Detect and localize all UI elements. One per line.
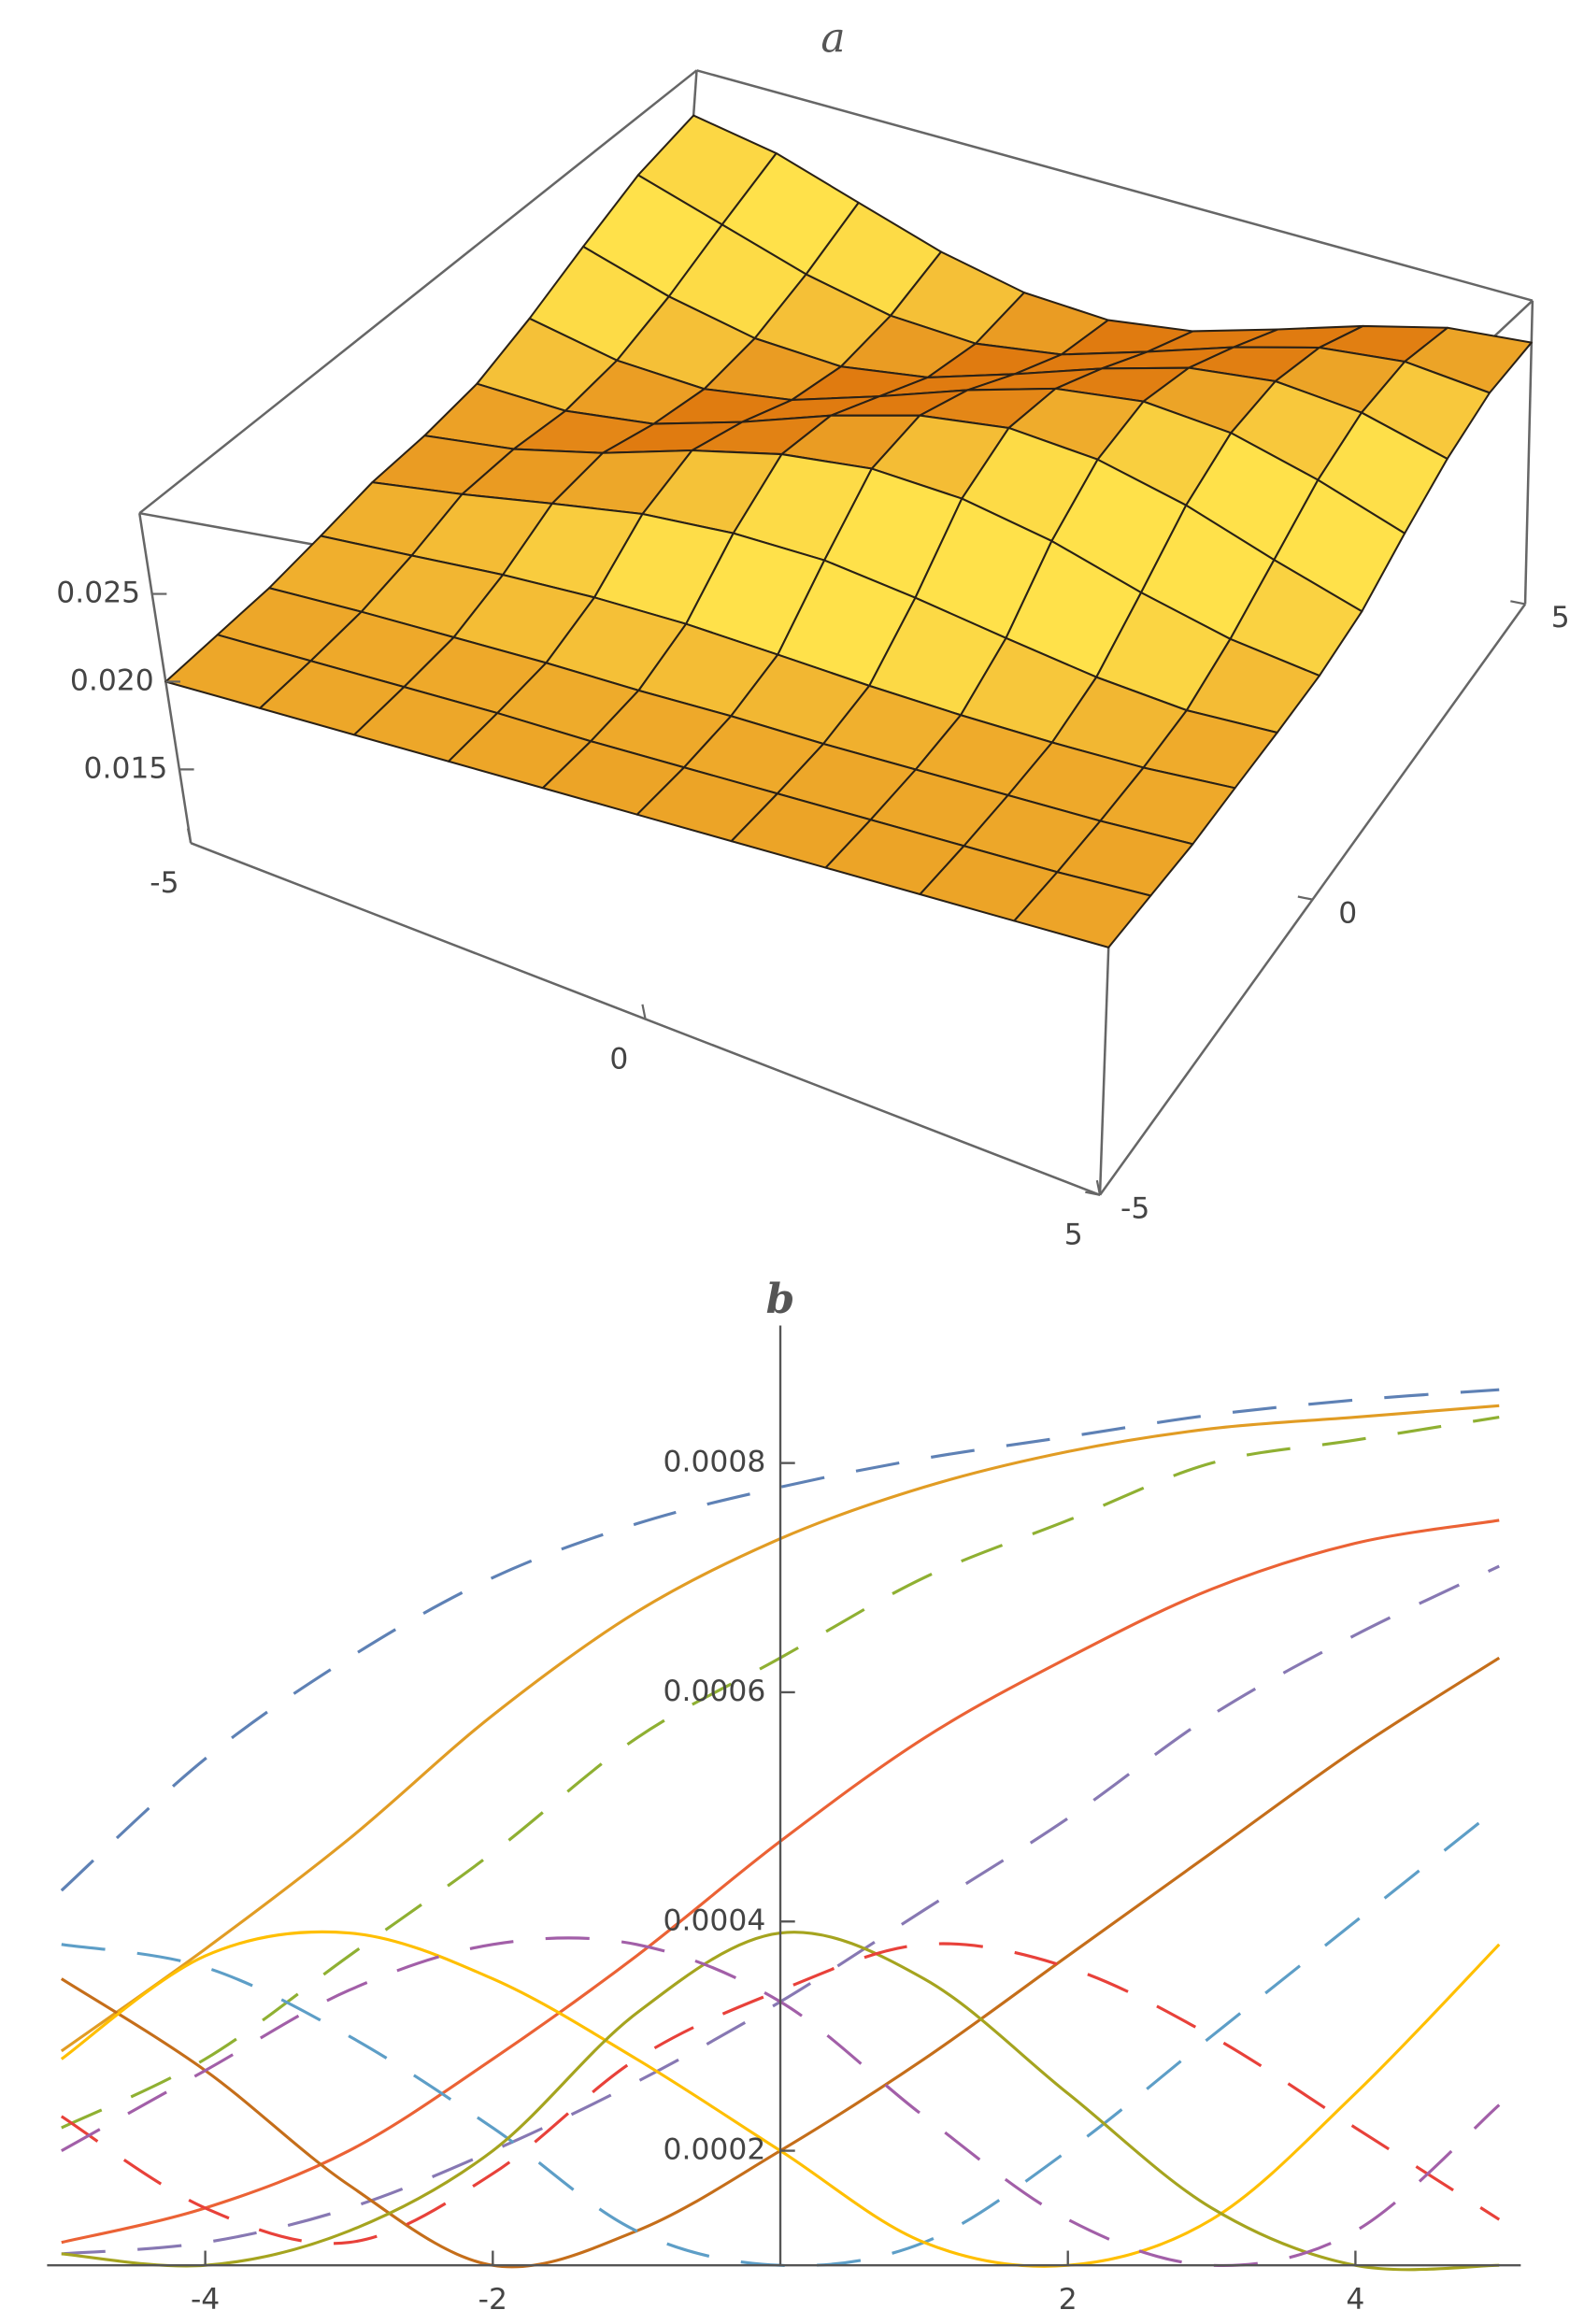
box-edge (1523, 300, 1534, 605)
y-tick-label: 5 (1551, 601, 1570, 634)
y-tick-label: 0.0008 (664, 1446, 766, 1479)
y-tick-label: 0 (1338, 896, 1357, 930)
z-tick-label: 0.025 (56, 577, 140, 610)
x-tick-label: 4 (1346, 2283, 1364, 2317)
y-tick (1297, 895, 1313, 901)
series-line (61, 1805, 1501, 2268)
x-tick-label: 5 (1064, 1219, 1083, 1252)
y-tick-label: 0.0006 (664, 1675, 766, 1708)
x-tick-label: -2 (478, 2283, 507, 2317)
series-line (60, 1942, 1501, 2246)
z-tick-label: 0.020 (70, 663, 154, 697)
x-tick (186, 828, 193, 844)
chart-title: a (821, 14, 845, 62)
series-line (61, 1564, 1500, 2256)
y-tick-label: 0.0002 (664, 2133, 766, 2167)
x-tick-label: -4 (191, 2283, 220, 2317)
series-line (60, 1388, 1500, 1892)
x-tick-label: 0 (609, 1042, 628, 1076)
y-tick (1085, 1191, 1101, 1196)
chart-title: b (766, 1276, 795, 1323)
series-line (61, 1416, 1500, 2130)
box-edge (138, 512, 193, 844)
x-tick (641, 1004, 647, 1019)
box-edge (138, 69, 698, 515)
z-tick-label: 0.015 (84, 751, 168, 785)
y-tick (1510, 600, 1526, 606)
y-tick-label: 0.0004 (664, 1903, 766, 1937)
series-line (60, 1404, 1500, 2053)
surface-patch (1013, 871, 1152, 948)
x-tick-label: 2 (1059, 2283, 1077, 2317)
series-line (61, 1936, 1501, 2268)
box-edge (696, 69, 1534, 302)
x-tick-label: -5 (150, 866, 178, 900)
y-tick-label: -5 (1120, 1191, 1149, 1225)
x-tick (1095, 1179, 1102, 1196)
